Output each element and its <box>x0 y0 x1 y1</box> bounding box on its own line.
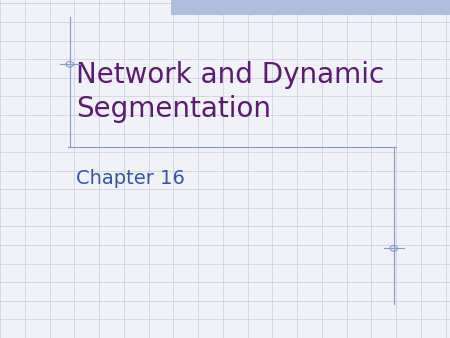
Text: Chapter 16: Chapter 16 <box>76 169 185 188</box>
Bar <box>171 0 450 15</box>
Text: Network and Dynamic
Segmentation: Network and Dynamic Segmentation <box>76 61 385 123</box>
